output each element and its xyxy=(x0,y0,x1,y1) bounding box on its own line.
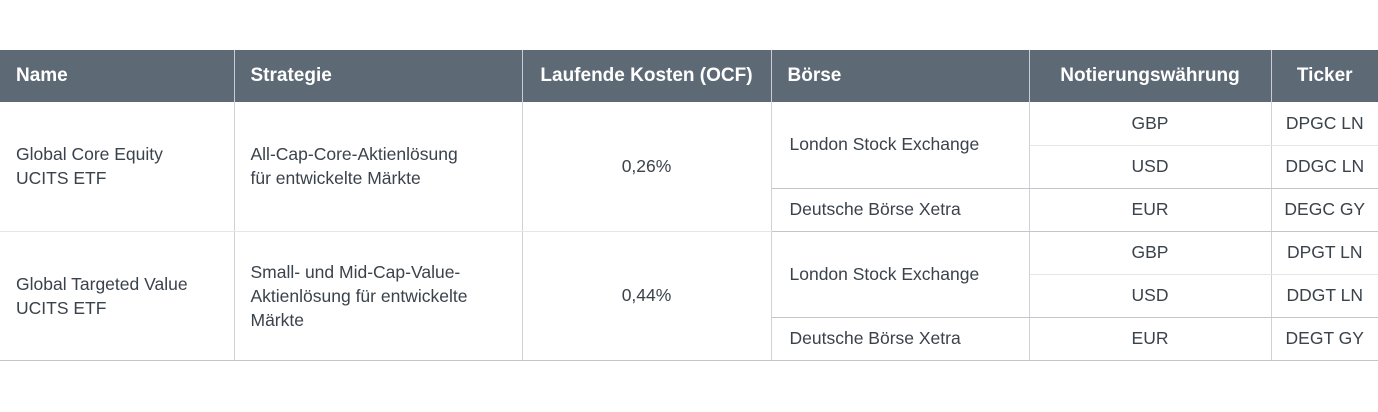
fund-name-line: Global Core Equity xyxy=(16,144,163,165)
strategy-line: für entwickelte Märkte xyxy=(250,168,421,189)
fund-name-line: Global Targeted Value xyxy=(16,273,188,294)
header-name: Name xyxy=(0,50,235,102)
table-row: Global Targeted Value UCITS ETF Small- u… xyxy=(0,231,1378,361)
currency-cell: USD xyxy=(1029,145,1272,189)
header-ticker: Ticker xyxy=(1271,50,1378,102)
ticker-cell: DDGT LN xyxy=(1271,274,1378,318)
header-exchange: Börse xyxy=(771,50,1030,102)
exchange-cell: Deutsche Börse Xetra xyxy=(771,188,1030,232)
table-row: Deutsche Börse Xetra EUR DEGT GY xyxy=(0,317,1378,361)
header-ocf: Laufende Kosten (OCF) xyxy=(522,50,772,102)
header-currency: Notierungswährung xyxy=(1029,50,1272,102)
ticker-cell: DPGC LN xyxy=(1271,102,1378,146)
fund-name-cell: Global Targeted Value UCITS ETF xyxy=(0,231,235,361)
exchange-cell: London Stock Exchange xyxy=(771,231,1030,318)
fund-name-cell: Global Core Equity UCITS ETF xyxy=(0,102,235,232)
header-strategy: Strategie xyxy=(234,50,523,102)
exchange-cell: Deutsche Börse Xetra xyxy=(771,317,1030,361)
strategy-line: Small- und Mid-Cap-Value- xyxy=(250,261,461,282)
ticker-cell: DEGT GY xyxy=(1271,317,1378,361)
currency-cell: EUR xyxy=(1029,188,1272,232)
table-row: Deutsche Börse Xetra EUR DEGC GY xyxy=(0,188,1378,232)
strategy-line: Märkte xyxy=(250,309,304,330)
table-row: USD DDGT LN xyxy=(0,274,1378,318)
fund-strategy-cell: Small- und Mid-Cap-Value- Aktienlösung f… xyxy=(234,231,523,361)
fund-name-line: UCITS ETF xyxy=(16,297,107,318)
currency-cell: USD xyxy=(1029,274,1272,318)
table-row: USD DDGC LN xyxy=(0,145,1378,189)
etf-listings-table: Name Strategie Laufende Kosten (OCF) Bör… xyxy=(0,50,1378,361)
ticker-cell: DPGT LN xyxy=(1271,231,1378,275)
exchange-cell: London Stock Exchange xyxy=(771,102,1030,189)
ticker-cell: DDGC LN xyxy=(1271,145,1378,189)
currency-cell: GBP xyxy=(1029,102,1272,146)
currency-cell: EUR xyxy=(1029,317,1272,361)
table-header-row: Name Strategie Laufende Kosten (OCF) Bör… xyxy=(0,50,1378,102)
fund-strategy-cell: All-Cap-Core-Aktienlösung für entwickelt… xyxy=(234,102,523,232)
currency-cell: GBP xyxy=(1029,231,1272,275)
fund-ocf-cell: 0,44% xyxy=(522,231,772,361)
fund-ocf-cell: 0,26% xyxy=(522,102,772,232)
ticker-cell: DEGC GY xyxy=(1271,188,1378,232)
strategy-line: Aktienlösung für entwickelte xyxy=(250,285,468,306)
strategy-line: All-Cap-Core-Aktienlösung xyxy=(250,144,458,165)
table-row: Global Core Equity UCITS ETF All-Cap-Cor… xyxy=(0,102,1378,232)
fund-name-line: UCITS ETF xyxy=(16,168,107,189)
